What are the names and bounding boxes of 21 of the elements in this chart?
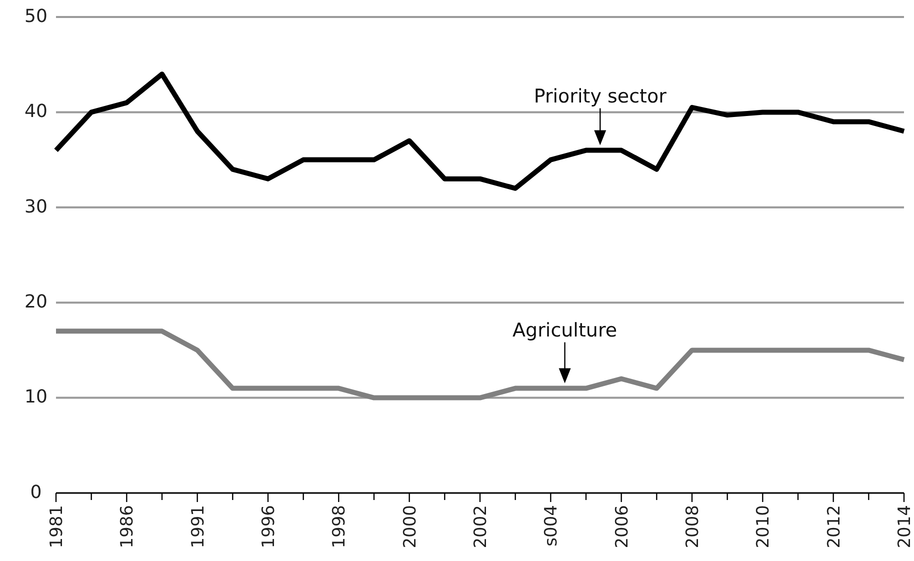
x-tick-label: 2006 <box>612 505 632 548</box>
x-tick-label: 2002 <box>471 505 491 548</box>
x-tick-label: 2008 <box>683 505 703 548</box>
y-tick-label: 10 <box>24 386 48 408</box>
y-tick-label: 30 <box>24 196 48 218</box>
y-tick-label: 20 <box>24 292 48 313</box>
x-tick-label: 1991 <box>188 505 208 548</box>
x-tick-label: 2000 <box>400 505 420 548</box>
x-tick-label: 1998 <box>330 505 350 548</box>
y-tick-label: 40 <box>24 101 48 122</box>
x-tick-label: 1986 <box>118 505 138 548</box>
series-label: Priority sector <box>534 85 667 108</box>
x-tick-label: 2010 <box>754 505 774 548</box>
x-tick-label: 2014 <box>895 505 914 548</box>
y-tick-label: 0 <box>30 482 42 503</box>
x-tick-label: s004 <box>542 505 562 546</box>
series-label: Agriculture <box>512 319 618 342</box>
y-tick-label: 50 <box>24 6 48 27</box>
x-tick-label: 1996 <box>259 505 279 548</box>
x-tick-label: 1981 <box>47 505 67 548</box>
x-tick-label: 2012 <box>824 505 844 548</box>
